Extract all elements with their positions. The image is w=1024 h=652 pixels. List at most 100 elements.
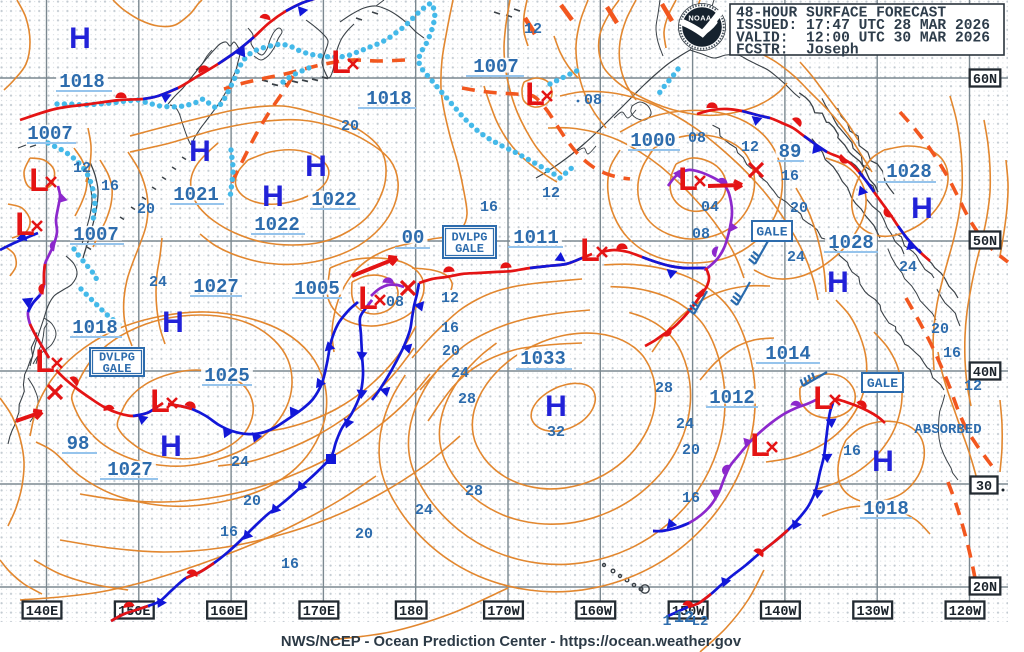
svg-text:24: 24 — [676, 416, 694, 433]
svg-text:28: 28 — [465, 483, 483, 500]
svg-text:08: 08 — [692, 226, 710, 243]
svg-text:H: H — [305, 150, 327, 183]
svg-text:20: 20 — [682, 442, 700, 459]
svg-text:24: 24 — [787, 249, 805, 266]
svg-text:140E: 140E — [26, 605, 58, 620]
svg-text:170W: 170W — [487, 605, 520, 620]
svg-text:16: 16 — [480, 199, 498, 216]
svg-text:20N: 20N — [973, 581, 997, 596]
svg-text:H: H — [545, 390, 567, 423]
svg-text:NOAA: NOAA — [688, 14, 712, 23]
svg-text:16: 16 — [220, 524, 238, 541]
svg-text:VALID: 12:00 UTC 30 MAR 2026: VALID: 12:00 UTC 30 MAR 2026 — [736, 30, 990, 46]
svg-text:08: 08 — [688, 130, 706, 147]
svg-text:08: 08 — [584, 92, 602, 109]
svg-text:1022: 1022 — [311, 189, 357, 211]
svg-text:1018: 1018 — [72, 317, 118, 339]
svg-text:140W: 140W — [764, 605, 797, 620]
svg-text:150W: 150W — [672, 605, 705, 620]
svg-text:1028: 1028 — [828, 232, 874, 254]
svg-text:16: 16 — [441, 320, 459, 337]
svg-text:12: 12 — [674, 609, 694, 628]
svg-text:DVLPG: DVLPG — [99, 351, 135, 365]
svg-text:20: 20 — [137, 201, 155, 218]
svg-text:H: H — [911, 192, 933, 225]
svg-text:16: 16 — [781, 168, 799, 185]
svg-text:H: H — [160, 430, 182, 463]
svg-text:89: 89 — [779, 141, 802, 163]
svg-text:L: L — [150, 383, 170, 419]
svg-text:L: L — [35, 343, 55, 379]
svg-text:L: L — [750, 427, 770, 463]
svg-text:50N: 50N — [973, 235, 997, 250]
svg-text:28: 28 — [655, 380, 673, 397]
svg-text:L2: L2 — [692, 614, 709, 630]
svg-text:28: 28 — [458, 391, 476, 408]
svg-text:12: 12 — [441, 290, 459, 307]
svg-text:20: 20 — [243, 493, 261, 510]
svg-text:12: 12 — [741, 139, 759, 156]
svg-text:1018: 1018 — [366, 88, 412, 110]
svg-text:1027: 1027 — [193, 276, 239, 298]
svg-text:1007: 1007 — [73, 224, 119, 246]
svg-text:04: 04 — [701, 199, 719, 216]
svg-text:32: 32 — [547, 424, 565, 441]
svg-text:GALE: GALE — [756, 225, 787, 240]
svg-text:ISSUED: 17:47 UTC 28 MAR 2026: ISSUED: 17:47 UTC 28 MAR 2026 — [736, 18, 990, 34]
svg-text:L: L — [525, 76, 545, 112]
svg-text:1028: 1028 — [886, 161, 932, 183]
svg-text:98: 98 — [67, 433, 90, 455]
svg-text:180: 180 — [399, 605, 423, 620]
svg-text:12: 12 — [73, 160, 91, 177]
svg-text:1018: 1018 — [59, 71, 105, 93]
svg-text:24: 24 — [451, 365, 469, 382]
svg-text:1033: 1033 — [520, 348, 566, 370]
svg-text:1027: 1027 — [107, 459, 153, 481]
svg-text:24: 24 — [899, 259, 917, 276]
svg-text:1007: 1007 — [27, 123, 73, 145]
svg-text:12: 12 — [542, 185, 560, 202]
svg-text:1007: 1007 — [473, 56, 519, 78]
svg-text:160E: 160E — [210, 605, 242, 620]
svg-text:24: 24 — [415, 502, 433, 519]
svg-text:170E: 170E — [303, 605, 335, 620]
svg-text:1011: 1011 — [513, 227, 559, 249]
svg-text:FCSTR: Joseph: FCSTR: Joseph — [736, 43, 859, 59]
svg-text:1018: 1018 — [863, 498, 909, 520]
svg-text:L: L — [678, 161, 698, 197]
svg-text:12: 12 — [964, 378, 982, 395]
svg-text:L: L — [580, 232, 600, 268]
svg-text:L: L — [358, 280, 378, 316]
svg-text:16: 16 — [682, 490, 700, 507]
svg-text:20: 20 — [341, 118, 359, 135]
svg-text:1022: 1022 — [254, 214, 300, 236]
svg-text:NWS/NCEP - Ocean Prediction Ce: NWS/NCEP - Ocean Prediction Center - htt… — [281, 634, 742, 650]
svg-text:1025: 1025 — [204, 365, 250, 387]
svg-text:GALE: GALE — [455, 242, 484, 256]
svg-text:08: 08 — [386, 294, 404, 311]
svg-text:16: 16 — [943, 345, 961, 362]
svg-text:GALE: GALE — [867, 376, 898, 391]
svg-text:H: H — [189, 135, 211, 168]
svg-text:20: 20 — [790, 200, 808, 217]
svg-text:00: 00 — [402, 227, 425, 249]
svg-text:DVLPG: DVLPG — [451, 231, 487, 245]
svg-text:16: 16 — [281, 556, 299, 573]
svg-text:ABSORBED: ABSORBED — [914, 422, 981, 438]
svg-text:1014: 1014 — [765, 343, 811, 365]
svg-text:L: L — [813, 380, 833, 416]
svg-text:1012: 1012 — [709, 387, 755, 409]
svg-text:120W: 120W — [949, 605, 982, 620]
svg-text:1021: 1021 — [173, 184, 219, 206]
svg-text:16: 16 — [843, 443, 861, 460]
svg-text:30: 30 — [976, 480, 992, 495]
svg-text:L: L — [15, 206, 35, 242]
svg-text:20: 20 — [355, 526, 373, 543]
svg-text:12: 12 — [524, 21, 542, 38]
svg-text:20: 20 — [931, 321, 949, 338]
svg-text:H: H — [262, 180, 284, 213]
svg-text:GALE: GALE — [103, 362, 132, 376]
svg-text:1: 1 — [662, 613, 671, 630]
svg-text:20: 20 — [442, 343, 460, 360]
svg-text:24: 24 — [231, 454, 249, 471]
